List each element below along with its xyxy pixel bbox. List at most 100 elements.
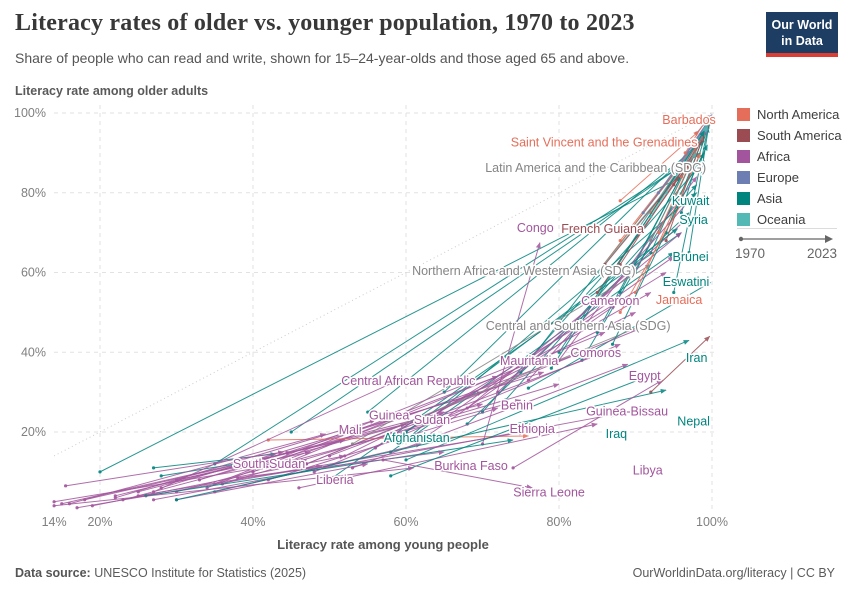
country-trend-arrow[interactable] bbox=[619, 196, 686, 313]
country-trend-arrow[interactable] bbox=[306, 323, 652, 465]
start-point-1970[interactable] bbox=[404, 458, 408, 462]
country-label[interactable]: Comoros bbox=[569, 345, 623, 362]
start-point-1970[interactable] bbox=[251, 470, 255, 474]
country-trend-arrow[interactable] bbox=[619, 130, 700, 202]
trend-arrow[interactable] bbox=[436, 256, 675, 425]
country-label[interactable]: Ethiopia bbox=[508, 420, 556, 437]
start-point-1970[interactable] bbox=[113, 496, 117, 500]
legend-item-europe[interactable]: Europe bbox=[737, 167, 845, 188]
start-point-1970[interactable] bbox=[664, 239, 668, 243]
country-label[interactable]: Guinea-Bissau bbox=[585, 403, 670, 420]
country-trend-arrow[interactable] bbox=[329, 351, 606, 457]
country-label[interactable]: Northern Africa and Western Asia (SDG) bbox=[411, 262, 637, 279]
trend-arrow[interactable] bbox=[596, 152, 698, 273]
country-label[interactable]: Iran bbox=[684, 349, 709, 366]
start-point-1970[interactable] bbox=[595, 270, 599, 275]
trend-arrow[interactable] bbox=[65, 450, 285, 487]
country-label[interactable]: Brunei bbox=[671, 248, 710, 265]
country-trend-arrow[interactable] bbox=[153, 379, 399, 493]
country-trend-arrow[interactable] bbox=[405, 339, 690, 461]
trend-arrow[interactable] bbox=[466, 232, 682, 409]
start-point-1970[interactable] bbox=[549, 366, 553, 370]
country-trend-arrow[interactable] bbox=[512, 379, 663, 469]
country-label[interactable]: Guinea bbox=[368, 407, 411, 424]
start-point-1970[interactable] bbox=[603, 262, 607, 267]
legend-item-africa[interactable]: Africa bbox=[737, 146, 845, 167]
trend-arrow[interactable] bbox=[688, 118, 712, 253]
legend-item-asia[interactable]: Asia bbox=[737, 188, 845, 209]
footer-link[interactable]: OurWorldinData.org/literacy | CC BY bbox=[632, 566, 835, 580]
country-label[interactable]: South Sudan bbox=[231, 455, 306, 472]
country-label[interactable]: Iraq bbox=[604, 425, 629, 442]
start-point-1970[interactable] bbox=[618, 310, 622, 314]
trend-arrow[interactable] bbox=[665, 126, 708, 241]
start-point-1970[interactable] bbox=[174, 498, 179, 502]
trend-arrow[interactable] bbox=[443, 136, 705, 393]
trend-arrow[interactable] bbox=[329, 232, 682, 481]
country-label[interactable]: Egypt bbox=[627, 367, 662, 384]
country-label[interactable]: Afghanistan bbox=[382, 429, 451, 446]
start-point-1970[interactable] bbox=[672, 290, 676, 295]
start-point-1970[interactable] bbox=[297, 486, 301, 490]
start-point-1970[interactable] bbox=[526, 386, 531, 390]
trend-arrow[interactable] bbox=[367, 140, 705, 413]
country-label[interactable]: Central and Southern Asia (SDG) bbox=[484, 317, 672, 334]
country-label[interactable]: Sudan bbox=[412, 412, 451, 429]
country-label[interactable]: Congo bbox=[515, 219, 555, 236]
country-trend-arrow[interactable] bbox=[390, 377, 644, 477]
country-trend-arrow[interactable] bbox=[650, 134, 704, 241]
start-point-1970[interactable] bbox=[289, 430, 293, 434]
country-trend-arrow[interactable] bbox=[482, 242, 541, 445]
country-label[interactable]: Jamaica bbox=[654, 292, 704, 309]
start-point-1970[interactable] bbox=[75, 506, 79, 510]
country-label[interactable]: Libya bbox=[631, 462, 664, 479]
start-point-1970[interactable] bbox=[366, 410, 370, 414]
owid-logo[interactable]: Our World in Data bbox=[766, 12, 838, 58]
country-trend-arrow[interactable] bbox=[69, 433, 327, 505]
start-point-1970[interactable] bbox=[687, 250, 691, 255]
country-label[interactable]: Latin America and the Caribbean (SDG) bbox=[484, 160, 708, 177]
country-trend-arrow[interactable] bbox=[206, 375, 499, 489]
start-point-1970[interactable] bbox=[511, 466, 515, 470]
start-point-1970[interactable] bbox=[373, 446, 377, 450]
start-point-1970[interactable] bbox=[304, 462, 309, 466]
start-point-1970[interactable] bbox=[350, 466, 355, 470]
country-trend-arrow[interactable] bbox=[214, 361, 522, 485]
start-point-1970[interactable] bbox=[656, 231, 661, 235]
start-point-1970[interactable] bbox=[633, 231, 638, 235]
country-trend-arrow[interactable] bbox=[612, 144, 708, 345]
start-point-1970[interactable] bbox=[52, 500, 56, 504]
country-label[interactable]: Eswatini bbox=[661, 274, 711, 291]
trend-arrow[interactable] bbox=[298, 422, 598, 489]
trend-arrow[interactable] bbox=[558, 176, 698, 361]
trend-arrow[interactable] bbox=[214, 160, 690, 465]
legend-item-south-america[interactable]: South America bbox=[737, 125, 845, 146]
country-label[interactable]: Barbados bbox=[661, 111, 718, 128]
country-label[interactable]: Syria bbox=[678, 211, 710, 228]
country-label[interactable]: Central African Republic bbox=[340, 372, 477, 389]
start-point-1970[interactable] bbox=[595, 290, 599, 295]
country-label[interactable]: Benin bbox=[499, 397, 534, 414]
country-trend-arrow[interactable] bbox=[54, 465, 415, 507]
country-label[interactable]: Liberia bbox=[315, 471, 356, 488]
trend-arrow[interactable] bbox=[222, 383, 560, 485]
country-trend-arrow[interactable] bbox=[145, 438, 514, 497]
start-point-1970[interactable] bbox=[404, 430, 408, 434]
trend-arrow[interactable] bbox=[390, 252, 675, 453]
country-trend-arrow[interactable] bbox=[122, 403, 483, 501]
start-point-1970[interactable] bbox=[174, 478, 179, 482]
start-point-1970[interactable] bbox=[649, 239, 653, 243]
start-point-1970[interactable] bbox=[618, 199, 622, 203]
country-trend-arrow[interactable] bbox=[352, 264, 652, 445]
country-trend-arrow[interactable] bbox=[138, 430, 526, 497]
trend-arrow[interactable] bbox=[176, 462, 369, 501]
start-point-1970[interactable] bbox=[52, 504, 56, 508]
country-trend-arrow[interactable] bbox=[421, 303, 617, 441]
start-point-1970[interactable] bbox=[618, 239, 622, 243]
start-point-1970[interactable] bbox=[683, 151, 687, 155]
country-label[interactable]: Mauritania bbox=[498, 353, 559, 370]
trend-arrow[interactable] bbox=[596, 152, 698, 293]
trend-arrow[interactable] bbox=[138, 411, 445, 493]
trend-arrow[interactable] bbox=[99, 176, 682, 473]
country-label[interactable]: French Guiana bbox=[560, 221, 646, 238]
